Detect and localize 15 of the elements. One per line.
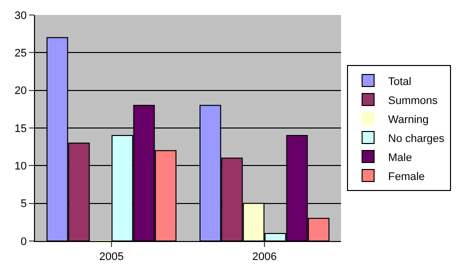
y-tick-label: 25 <box>14 48 27 60</box>
legend-label: Male <box>388 152 412 164</box>
y-tick-label: 30 <box>14 10 27 22</box>
y-tick-label: 20 <box>14 85 27 98</box>
legend-label: Total <box>388 76 412 88</box>
legend-label: No charges <box>388 132 445 145</box>
y-tick-label: 5 <box>20 198 27 210</box>
legend-label: Warning <box>388 114 429 126</box>
legend-label: Female <box>388 170 425 183</box>
y-tick-label: 0 <box>20 236 27 248</box>
y-tick-label: 10 <box>14 160 27 173</box>
y-tick-label: 15 <box>14 122 27 135</box>
x-tick-label: 2006 <box>252 251 277 264</box>
x-tick-label: 2005 <box>99 251 124 264</box>
legend-label: Summons <box>388 94 438 107</box>
